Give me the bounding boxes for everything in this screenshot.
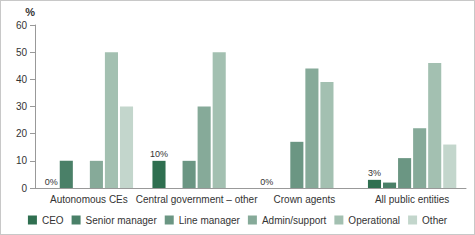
svg-text:50: 50 xyxy=(16,47,28,58)
svg-text:20: 20 xyxy=(16,128,28,139)
svg-text:0%: 0% xyxy=(260,177,273,187)
svg-text:10%: 10% xyxy=(150,149,168,159)
svg-text:Senior manager: Senior manager xyxy=(86,215,158,226)
svg-text:All public entities: All public entities xyxy=(375,194,449,205)
svg-text:Admin/support: Admin/support xyxy=(262,215,327,226)
svg-text:30: 30 xyxy=(16,101,28,112)
svg-text:%: % xyxy=(25,6,35,18)
svg-text:3%: 3% xyxy=(368,168,381,178)
svg-text:0%: 0% xyxy=(45,177,58,187)
svg-text:10: 10 xyxy=(16,155,28,166)
svg-text:Central government – other: Central government – other xyxy=(136,194,258,205)
svg-text:CEO: CEO xyxy=(42,215,64,226)
svg-text:Crown agents: Crown agents xyxy=(274,194,336,205)
svg-text:Autonomous CEs: Autonomous CEs xyxy=(50,194,128,205)
svg-text:Operational: Operational xyxy=(348,215,400,226)
svg-text:60: 60 xyxy=(16,20,28,31)
svg-text:40: 40 xyxy=(16,74,28,85)
svg-text:Line manager: Line manager xyxy=(179,215,241,226)
svg-text:0: 0 xyxy=(21,183,27,194)
svg-text:Other: Other xyxy=(422,215,448,226)
